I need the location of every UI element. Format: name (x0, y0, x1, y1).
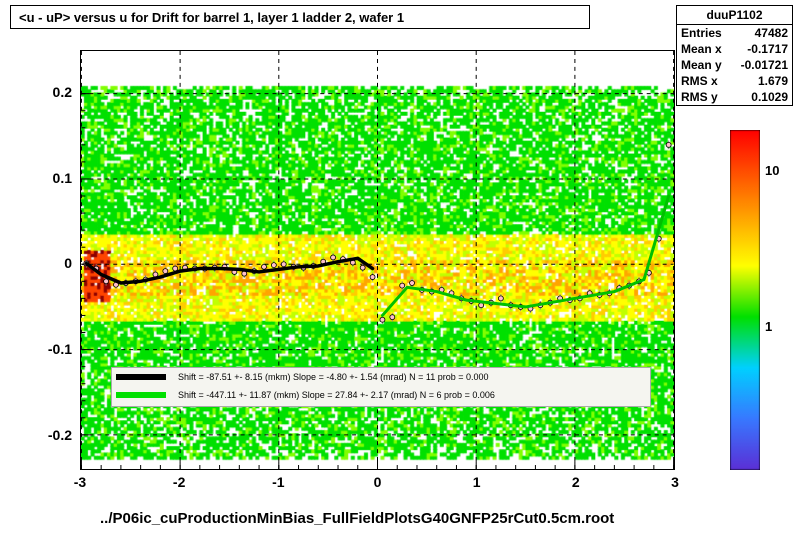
chart-title-box: <u - uP> versus u for Drift for barrel 1… (10, 5, 590, 29)
colorbar (730, 130, 760, 470)
stats-row-meany: Mean y -0.01721 (677, 57, 792, 73)
legend-row-0: Shift = -87.51 +- 8.15 (mkm) Slope = -4.… (112, 368, 650, 386)
x-tick-label: 1 (462, 474, 492, 490)
y-tick-label: 0.2 (12, 84, 72, 100)
legend-box: Shift = -87.51 +- 8.15 (mkm) Slope = -4.… (111, 367, 651, 407)
stats-box: duuP1102 Entries 47482 Mean x -0.1717 Me… (676, 5, 793, 106)
stats-row-entries: Entries 47482 (677, 25, 792, 41)
stats-value: -0.01721 (741, 58, 788, 72)
stats-title: duuP1102 (677, 6, 792, 25)
x-tick-label: 2 (561, 474, 591, 490)
stats-value: 1.679 (758, 74, 788, 88)
y-tick-label: 0 (12, 255, 72, 271)
stats-value: -0.1717 (747, 42, 788, 56)
colorbar-tick-label: 1 (765, 319, 772, 334)
colorbar-canvas (730, 130, 760, 470)
x-tick-label: -1 (263, 474, 293, 490)
legend-text: Shift = -87.51 +- 8.15 (mkm) Slope = -4.… (178, 372, 489, 382)
x-tick-label: 3 (660, 474, 690, 490)
footer-filename: ../P06ic_cuProductionMinBias_FullFieldPl… (100, 510, 614, 527)
stats-row-meanx: Mean x -0.1717 (677, 41, 792, 57)
stats-label: RMS x (681, 74, 718, 88)
stats-label: Mean y (681, 58, 722, 72)
legend-row-1: Shift = -447.11 +- 11.87 (mkm) Slope = 2… (112, 386, 650, 404)
stats-row-rmsy: RMS y 0.1029 (677, 89, 792, 105)
legend-swatch-black (116, 374, 166, 380)
stats-label: Mean x (681, 42, 722, 56)
y-tick-label: -0.1 (12, 341, 72, 357)
stats-row-rmsx: RMS x 1.679 (677, 73, 792, 89)
stats-value: 0.1029 (751, 90, 788, 104)
x-tick-label: -2 (164, 474, 194, 490)
legend-text: Shift = -447.11 +- 11.87 (mkm) Slope = 2… (178, 390, 495, 400)
x-tick-label: -3 (65, 474, 95, 490)
chart-area: Shift = -87.51 +- 8.15 (mkm) Slope = -4.… (80, 50, 675, 470)
y-tick-label: 0.1 (12, 170, 72, 186)
chart-title: <u - uP> versus u for Drift for barrel 1… (19, 10, 404, 25)
colorbar-tick-label: 10 (765, 163, 779, 178)
y-tick-label: -0.2 (12, 427, 72, 443)
colorbar-labels: 1 10 (765, 130, 795, 470)
legend-swatch-green (116, 392, 166, 398)
stats-value: 47482 (755, 26, 788, 40)
stats-label: RMS y (681, 90, 718, 104)
x-tick-label: 0 (363, 474, 393, 490)
stats-label: Entries (681, 26, 722, 40)
